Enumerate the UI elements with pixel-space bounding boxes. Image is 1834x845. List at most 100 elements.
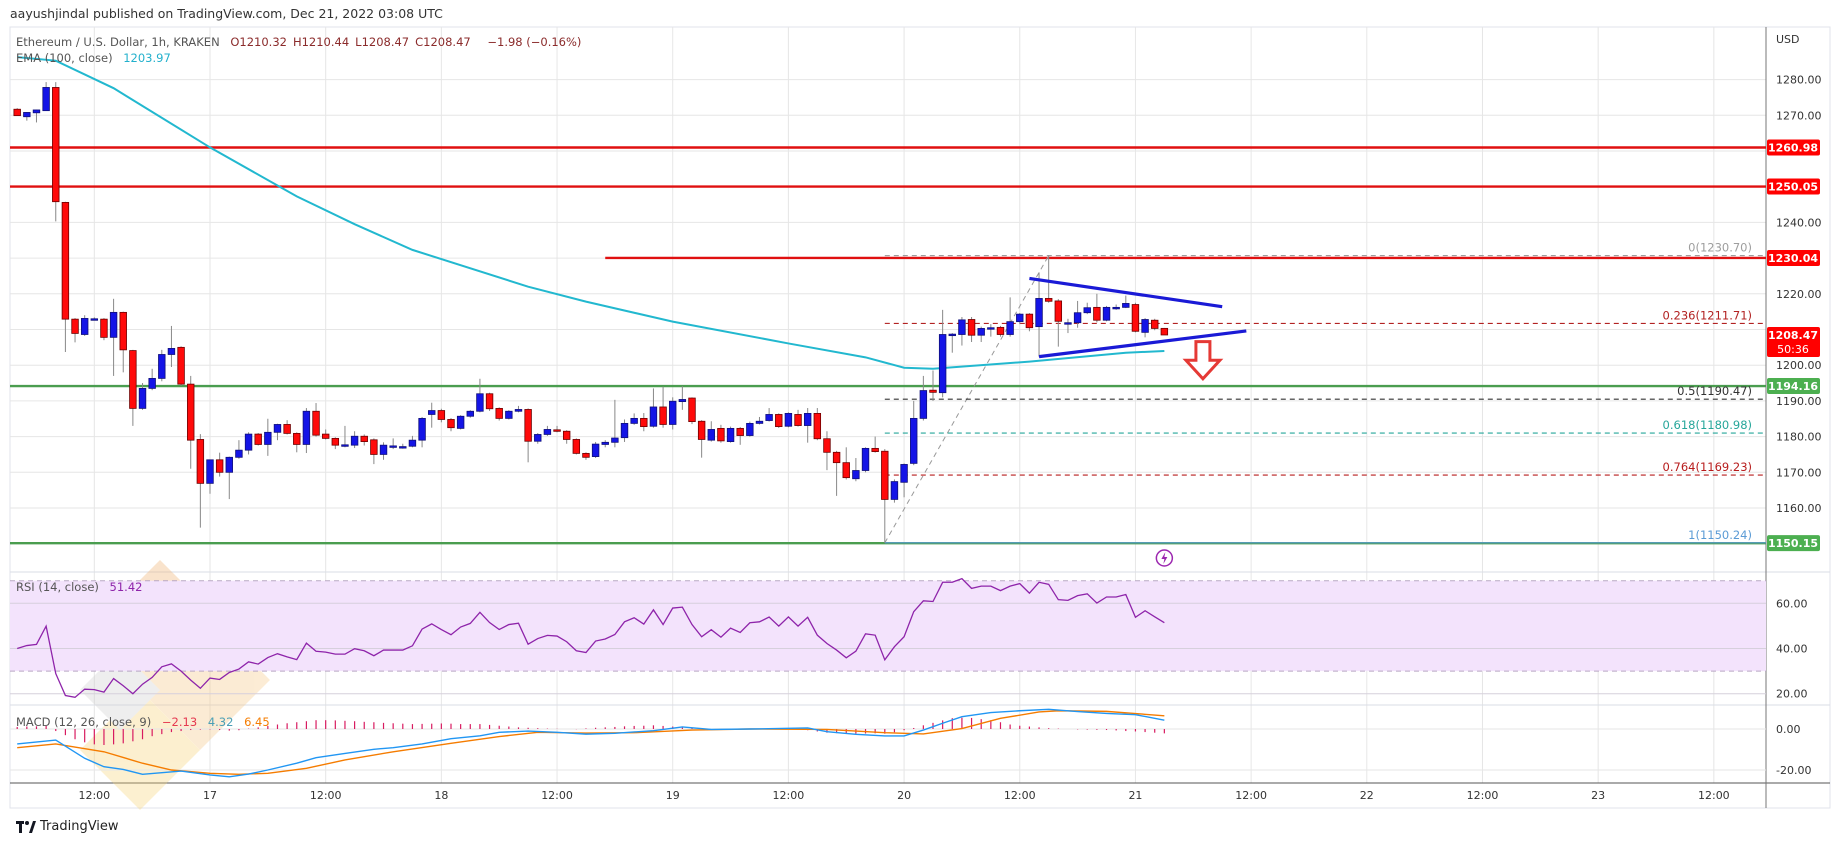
candle-body [640, 417, 648, 428]
rsi-label[interactable]: RSI (14, close) [16, 580, 99, 594]
candle-body [206, 459, 214, 484]
price-tick-label: 1280.00 [1776, 74, 1822, 87]
macd-hist-value: −2.13 [161, 715, 198, 729]
candle-body [910, 417, 918, 464]
time-tick-label: 21 [1128, 789, 1142, 802]
symbol-legend: Ethereum / U.S. Dollar, 1h, KRAKEN O1210… [16, 35, 588, 49]
time-tick-label: 18 [434, 789, 448, 802]
candle-body [505, 410, 513, 419]
candle-body [1035, 298, 1043, 328]
price-tick-label: 1170.00 [1776, 466, 1822, 479]
ema-line [17, 56, 1165, 370]
ema-value: 1203.97 [123, 51, 171, 65]
candle-body [534, 434, 542, 442]
rsi-tick-label: 40.00 [1776, 643, 1808, 656]
candle-body [1054, 300, 1063, 322]
tradingview-logo-icon [16, 820, 36, 833]
candle-body [399, 446, 407, 449]
candle-body [418, 417, 426, 441]
candle-body [485, 393, 494, 410]
candle-body [1151, 319, 1159, 329]
candle-body [360, 435, 368, 442]
price-tick-label: 1180.00 [1776, 431, 1822, 444]
lightning-glyph [1161, 552, 1168, 564]
triangle-upper-line [1029, 276, 1223, 309]
price-tick-label: 1240.00 [1776, 216, 1822, 229]
last-price-text: 1208.47 [1768, 329, 1818, 342]
candle-body [32, 109, 41, 114]
ema-label[interactable]: EMA (100, close) [16, 51, 113, 65]
price-change: −1.98 (−0.16%) [487, 35, 582, 49]
candle-body [389, 445, 397, 448]
candle-body [697, 420, 706, 440]
candle-body [80, 318, 89, 335]
candle-body [852, 470, 860, 480]
macd-pane [10, 708, 1766, 778]
candle-body [235, 449, 243, 458]
symbol-title[interactable]: Ethereum / U.S. Dollar, 1h, KRAKEN [16, 35, 220, 49]
tradingview-logo[interactable]: TradingView [16, 819, 119, 834]
candle-body [254, 433, 262, 445]
price-level-badge-text: 1250.05 [1768, 181, 1818, 194]
candle-body [562, 430, 571, 440]
candle-body [842, 462, 850, 479]
rsi-tick-label: 20.00 [1776, 688, 1808, 701]
macd-line-value: 4.32 [207, 715, 234, 729]
candle-body [158, 354, 166, 379]
macd-tick-label: -20.00 [1776, 764, 1811, 777]
drawings[interactable] [1029, 276, 1247, 567]
macd-tick-label: 0.00 [1776, 723, 1801, 736]
candle-body [832, 451, 841, 464]
ohlc-h: H1210.44 [292, 35, 350, 49]
candle-body [977, 328, 985, 336]
publish-info: aayushjindal published on TradingView.co… [10, 6, 443, 21]
candle-body [495, 407, 503, 419]
candle-body [167, 348, 176, 355]
ohlc-l: L1208.47 [355, 35, 410, 49]
rsi-band [10, 580, 1766, 672]
candle-body [871, 447, 879, 452]
bar-countdown-text: 50:36 [1777, 343, 1809, 356]
candle-body [775, 414, 783, 428]
candle-body [408, 439, 417, 447]
candle-body [1016, 313, 1024, 323]
rsi-legend: RSI (14, close) 51.42 [16, 580, 149, 594]
price-tick-label: 1220.00 [1776, 288, 1822, 301]
down-arrow-icon [1182, 340, 1224, 381]
candle-body [350, 435, 359, 446]
candle-body [784, 412, 793, 427]
candle-body [524, 409, 532, 442]
time-tick-label: 19 [666, 789, 680, 802]
price-level-badge-text: 1194.16 [1768, 380, 1818, 393]
rsi-value: 51.42 [109, 580, 143, 594]
axes: 60.00 40.00 20.00 0.00 -20.00 USD 1280.00 1270.… [78, 33, 1821, 802]
triangle-lower-line [1038, 329, 1247, 359]
candle-body [1064, 322, 1072, 325]
candle-body [476, 393, 484, 412]
candle-body [1131, 304, 1140, 332]
candle-body [466, 410, 474, 417]
fib-retracement[interactable]: 0(1230.70) 0.236(1211.71) 0.5(1190.47) 0.61… [884, 241, 1766, 544]
candle-body [1093, 306, 1101, 321]
candle-body [1083, 307, 1091, 314]
last-price-badge [1767, 326, 1820, 357]
candle-body [13, 108, 21, 117]
price-level-badge-text: 1150.15 [1768, 537, 1818, 550]
price-tick-label: 1190.00 [1776, 395, 1822, 408]
candle-body [553, 429, 561, 432]
macd-legend: MACD (12, 26, close, 9) −2.13 4.32 6.45 [16, 715, 277, 729]
price-level-badge [1767, 139, 1820, 156]
candle-body [813, 412, 822, 440]
time-tick-label: 17 [203, 789, 217, 802]
candle-body [861, 447, 870, 471]
candle-body [148, 378, 156, 389]
candle-body [987, 327, 995, 330]
macd-label[interactable]: MACD (12, 26, close, 9) [16, 715, 152, 729]
candle-body [620, 422, 629, 439]
candle-body [23, 112, 31, 118]
ohlc-c: C1208.47 [415, 35, 471, 49]
rsi-tick-label: 60.00 [1776, 597, 1808, 610]
candle-body [1112, 306, 1120, 310]
fib-level-label: 0.618(1180.98) [1663, 418, 1752, 432]
